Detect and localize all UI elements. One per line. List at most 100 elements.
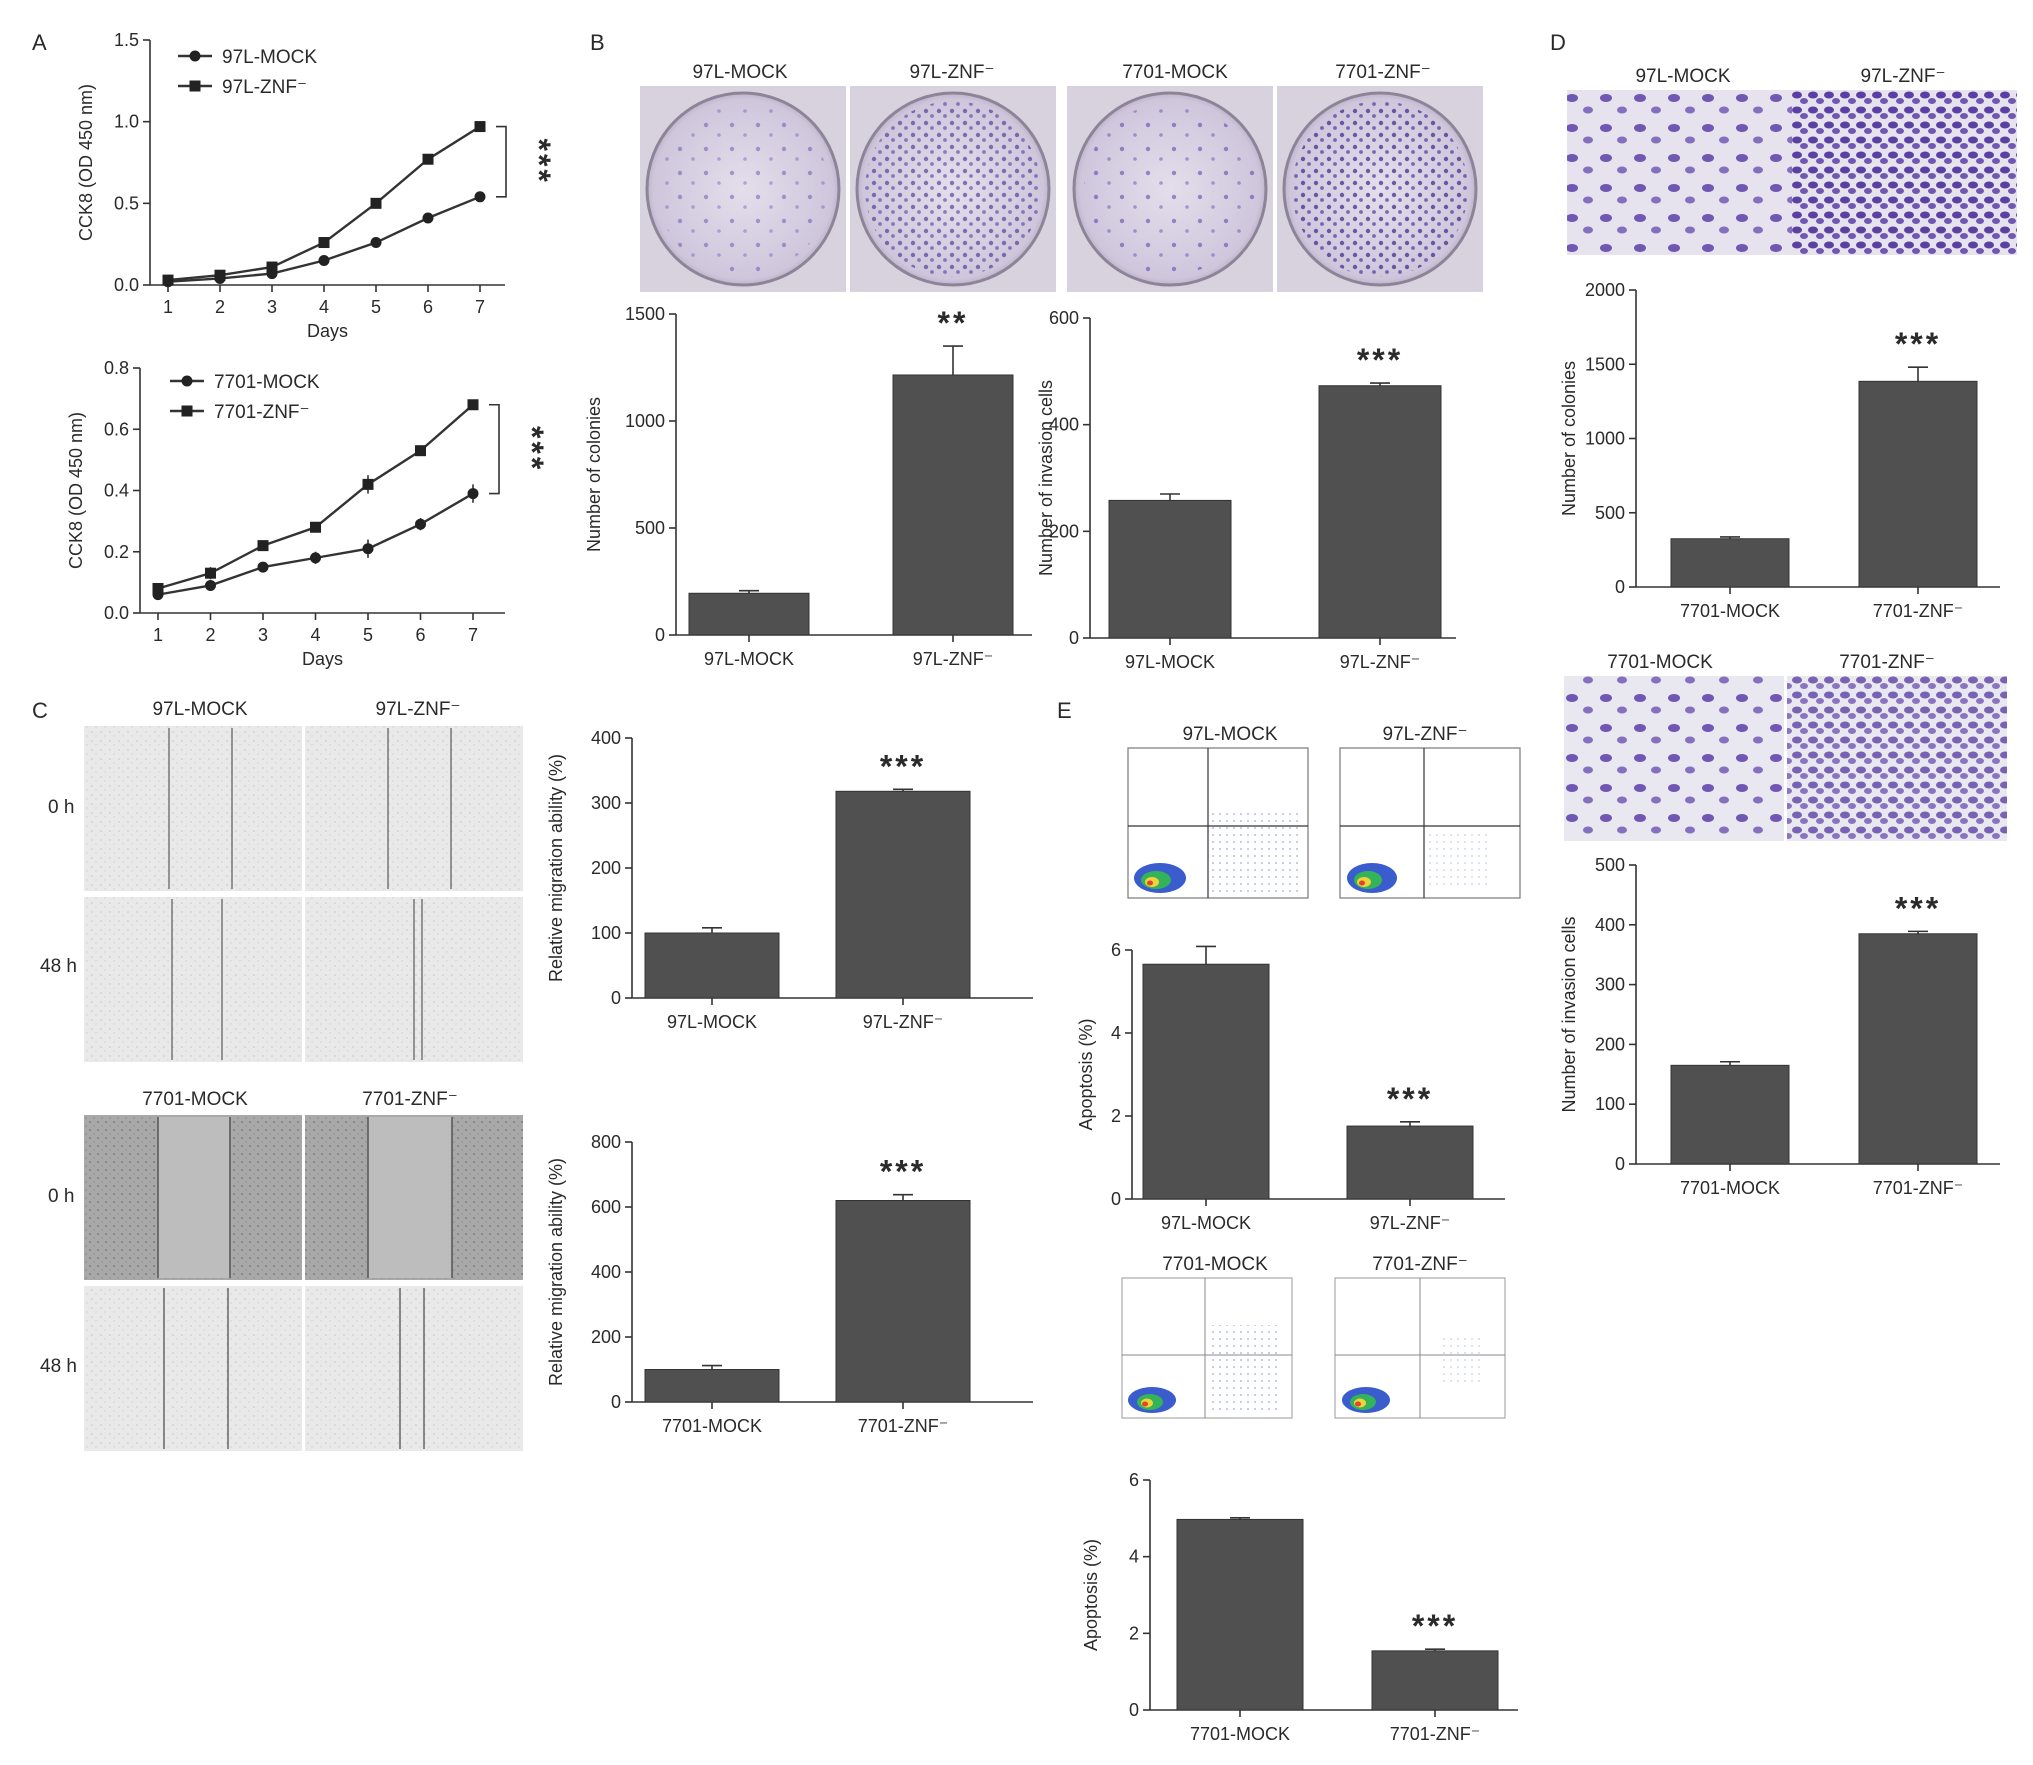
migration-7701-bar-chart: 0 200 400 600 800 Relative migration ability … xyxy=(546,1132,1033,1436)
y-tick-label: 100 xyxy=(1595,1094,1625,1114)
data-point xyxy=(266,261,278,273)
y-tick-label: 400 xyxy=(1595,915,1625,935)
data-point xyxy=(467,399,479,411)
wound-row-label-48h-7701: 48 h xyxy=(40,1356,77,1377)
x-tick-label: 5 xyxy=(371,297,381,317)
panel-label-d: D xyxy=(1550,30,1566,55)
bar xyxy=(644,1369,780,1403)
significance-marker: *** xyxy=(514,426,550,472)
flow-plots-7701: 7701-MOCK 7701-ZNF⁻ xyxy=(1121,1254,1506,1419)
transwell-title-97l-znf: 97L-ZNF⁻ xyxy=(1861,66,1946,87)
y-tick-label: 6 xyxy=(1111,940,1121,960)
transwell-title-7701-mock: 7701-MOCK xyxy=(1607,652,1713,673)
legend-marker xyxy=(181,405,193,417)
cck8-97l-line-chart: 0.0 0.5 1.0 1.5 1 2 3 4 5 6 7 Days CCK8 (OD 450 nm) 9… xyxy=(76,30,557,341)
transwell-image-7701-mock xyxy=(1564,676,1784,841)
x-tick-label: 97L-ZNF⁻ xyxy=(1340,652,1421,672)
significance-marker: ** xyxy=(938,305,969,341)
wound-image-7701-znf-48h xyxy=(305,1286,523,1451)
x-tick-label: 7701-MOCK xyxy=(1680,601,1780,621)
data-point xyxy=(318,255,330,266)
migration-97l-bar-chart: 0 100 200 300 400 Relative migration ability … xyxy=(546,728,1033,1032)
y-axis-label: Number of colonies xyxy=(1559,361,1579,516)
colony-7701-bar-chart: 0 500 1000 1500 2000 Number of colonies 7701-M… xyxy=(1559,280,2000,621)
y-tick-label: 1.0 xyxy=(114,112,139,132)
bar xyxy=(688,592,810,636)
dish-image-7701-mock xyxy=(1067,86,1273,292)
wound-image-97l-mock-0h xyxy=(84,726,302,891)
x-tick-label: 97L-ZNF⁻ xyxy=(913,649,994,669)
y-axis-label: Number of invasion cells xyxy=(1036,380,1056,576)
panel-label-e: E xyxy=(1057,698,1072,723)
y-tick-label: 0 xyxy=(655,625,665,645)
panel-label-a: A xyxy=(32,30,47,55)
x-tick-label: 4 xyxy=(319,297,329,317)
transwell-title-97l-mock: 97L-MOCK xyxy=(1635,66,1730,87)
bar xyxy=(1108,499,1232,639)
data-point xyxy=(162,274,174,286)
data-point xyxy=(257,561,269,573)
x-tick-label: 7701-ZNF⁻ xyxy=(1390,1724,1481,1744)
flow-plot-7701-mock xyxy=(1121,1277,1293,1419)
y-tick-label: 200 xyxy=(1595,1034,1625,1054)
y-tick-label: 100 xyxy=(591,923,621,943)
panel-label-b: B xyxy=(590,30,605,55)
x-tick-label: 3 xyxy=(258,625,268,645)
data-point xyxy=(205,567,216,579)
transwell-title-7701-znf: 7701-ZNF⁻ xyxy=(1839,652,1935,673)
y-tick-label: 2 xyxy=(1111,1106,1121,1126)
wound-images-97l: 97L-MOCK 97L-ZNF⁻ 0 h 48 h xyxy=(40,699,523,1062)
y-tick-label: 2000 xyxy=(1585,280,1625,300)
y-axis-label: Relative migration ability (%) xyxy=(546,1158,566,1386)
flow-plots-97l: 97L-MOCK 97L-ZNF⁻ xyxy=(1127,724,1521,899)
y-axis-label: Apoptosis (%) xyxy=(1076,1018,1096,1130)
y-tick-label: 800 xyxy=(591,1132,621,1152)
y-tick-label: 0 xyxy=(611,1392,621,1412)
x-tick-label: 7 xyxy=(475,297,485,317)
y-tick-label: 0 xyxy=(1069,628,1079,648)
invasion-97l-bar-chart: 0 200 400 600 Number of invasion cells 97L-MO… xyxy=(1036,308,1456,672)
data-point xyxy=(370,237,382,249)
wound-title-97l-znf: 97L-ZNF⁻ xyxy=(376,699,461,720)
data-point xyxy=(362,543,374,555)
y-tick-label: 300 xyxy=(591,793,621,813)
x-tick-label: 7 xyxy=(468,625,478,645)
panel-label-c: C xyxy=(32,698,48,723)
data-point xyxy=(257,540,269,552)
y-tick-label: 1000 xyxy=(1585,429,1625,449)
cck8-7701-line-chart: 0.0 0.2 0.4 0.6 0.8 1 2 3 4 5 6 7 Days CCK8 (OD 450 n… xyxy=(66,358,550,669)
x-tick-label: 97L-MOCK xyxy=(667,1012,757,1032)
data-point xyxy=(214,269,226,281)
x-tick-label: 97L-MOCK xyxy=(1125,652,1215,672)
significance-bracket xyxy=(496,125,507,198)
x-tick-label: 2 xyxy=(215,297,225,317)
significance-marker: *** xyxy=(1895,326,1941,362)
wound-row-label-0h-7701: 0 h xyxy=(48,1186,74,1207)
legend-label: 7701-ZNF⁻ xyxy=(214,402,310,423)
y-tick-label: 4 xyxy=(1129,1547,1139,1567)
y-tick-label: 0 xyxy=(611,988,621,1008)
significance-marker: *** xyxy=(880,748,926,784)
y-tick-label: 0.4 xyxy=(104,481,129,501)
dish-title-97l-mock: 97L-MOCK xyxy=(692,62,787,83)
data-point xyxy=(152,583,164,594)
x-tick-label: 7701-MOCK xyxy=(1190,1724,1290,1744)
x-axis-label: Days xyxy=(307,321,348,341)
transwell-images-7701: 7701-MOCK 7701-ZNF⁻ xyxy=(1564,652,2007,841)
y-tick-label: 500 xyxy=(1595,503,1625,523)
wound-title-7701-mock: 7701-MOCK xyxy=(142,1089,248,1110)
transwell-image-7701-znf xyxy=(1787,676,2007,841)
dish-image-7701-znf xyxy=(1277,86,1483,292)
x-tick-label: 7701-ZNF⁻ xyxy=(858,1416,949,1436)
x-tick-label: 97L-MOCK xyxy=(704,649,794,669)
dish-image-97l-mock xyxy=(640,86,846,292)
colony-97l-bar-chart: 0 500 1000 1500 Number of colonies 97L-MOCK 97… xyxy=(584,304,1032,669)
x-tick-label: 5 xyxy=(363,625,373,645)
y-tick-label: 300 xyxy=(1595,975,1625,995)
legend-label: 97L-MOCK xyxy=(222,47,317,68)
y-tick-label: 0.8 xyxy=(104,358,129,378)
data-point xyxy=(310,521,321,533)
y-tick-label: 400 xyxy=(591,728,621,748)
significance-marker: *** xyxy=(521,139,557,185)
